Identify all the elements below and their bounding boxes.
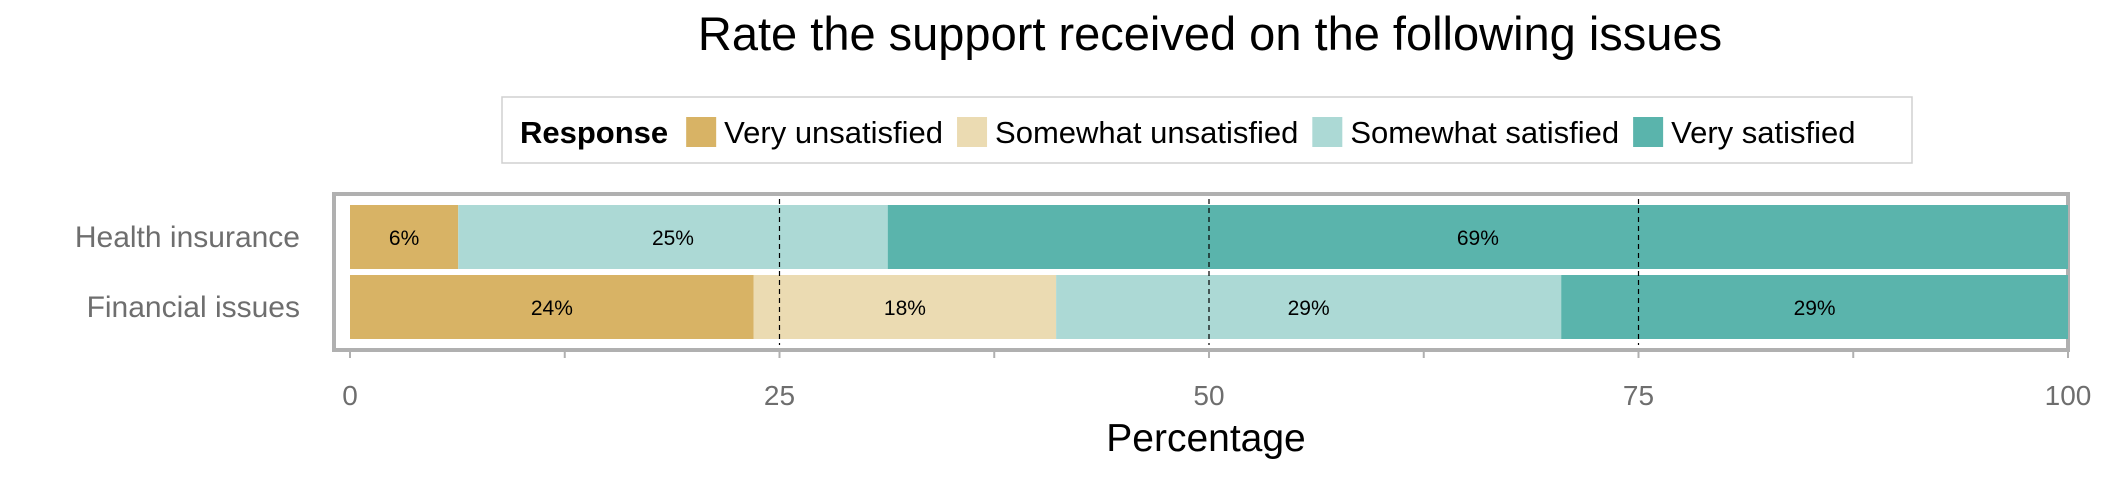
legend-label: Somewhat satisfied [1350,115,1619,150]
plot-frame [332,192,2070,352]
legend-label: Somewhat unsatisfied [995,115,1298,150]
legend-title: Response [520,115,668,150]
category-label: Health insurance [75,221,300,254]
bar-1-2 [1056,275,1562,339]
bar-1-0 [350,275,754,339]
legend-label: Very unsatisfied [724,115,943,150]
data-label: 29% [1794,297,1836,320]
bar-1-1 [753,275,1057,339]
data-label: 29% [1288,297,1330,320]
legend: Response Very unsatisfied Somewhat unsati… [501,96,1913,164]
x-tick-label: 100 [2045,380,2092,411]
data-label: 25% [652,227,694,250]
x-axis-title: Percentage [1106,417,1305,460]
legend-swatch [686,117,717,147]
legend-swatch [957,117,988,147]
category-label: Financial issues [87,291,300,324]
legend-swatch [1633,117,1664,147]
x-tick-label: 25 [764,380,795,411]
bar-0-2 [458,205,888,269]
legend-label: Very satisfied [1671,115,1855,150]
data-label: 18% [884,297,926,320]
data-label: 69% [1457,227,1499,250]
bar-1-3 [1561,275,2068,339]
data-label: 6% [389,227,419,250]
data-label: 24% [531,297,573,320]
bar-0-3 [887,205,2068,269]
bar-0-0 [350,205,459,269]
x-tick-label: 75 [1623,380,1654,411]
x-tick-label: 0 [342,380,358,411]
legend-box [501,96,1913,164]
legend-swatch [1312,117,1343,147]
x-tick-label: 50 [1193,380,1224,411]
chart-title: Rate the support received on the followi… [698,7,1722,60]
plot-area: 6% 25% 69% 24% 18% 29% 29% Health insurance Fin… [75,192,2092,411]
